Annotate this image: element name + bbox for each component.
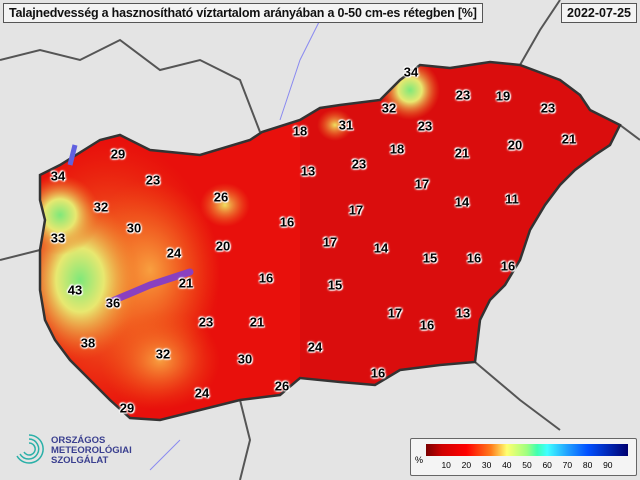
- moisture-value-label: 21: [454, 145, 470, 161]
- moisture-value-label: 29: [110, 146, 126, 162]
- moisture-value-label: 26: [213, 189, 229, 205]
- moisture-value-label: 29: [119, 400, 135, 416]
- moisture-value-label: 16: [370, 365, 386, 381]
- moisture-value-label: 15: [422, 250, 438, 266]
- legend-tick: 80: [582, 460, 593, 470]
- moisture-value-label: 18: [389, 141, 405, 157]
- moisture-value-label: 20: [215, 238, 231, 254]
- map-title: Talajnedvesség a hasznosítható víztartal…: [3, 3, 483, 23]
- moisture-value-label: 16: [466, 250, 482, 266]
- moisture-value-label: 23: [198, 314, 214, 330]
- legend-tick: 20: [461, 460, 472, 470]
- legend-tick: 50: [522, 460, 532, 470]
- map-date: 2022-07-25: [561, 3, 637, 23]
- moisture-value-label: 17: [322, 234, 338, 250]
- moisture-value-label: 38: [80, 335, 96, 351]
- moisture-value-label: 30: [237, 351, 253, 367]
- moisture-value-label: 32: [381, 100, 397, 116]
- moisture-value-label: 13: [300, 163, 316, 179]
- omsz-logo-icon: [16, 434, 44, 464]
- moisture-value-label: 24: [194, 385, 210, 401]
- lake-ferto: [67, 144, 78, 166]
- moisture-value-label: 24: [166, 245, 182, 261]
- legend-tick: 10: [441, 460, 451, 470]
- moisture-value-label: 16: [258, 270, 274, 286]
- moisture-value-label: 31: [338, 117, 354, 133]
- legend-colorbar: [426, 444, 628, 456]
- moisture-value-label: 14: [373, 240, 389, 256]
- lake-balaton: [106, 268, 194, 306]
- legend-tick: 40: [502, 460, 512, 470]
- moisture-value-label: 19: [495, 88, 511, 104]
- legend-tick: 90: [603, 460, 613, 470]
- moisture-value-label: 14: [454, 194, 470, 210]
- omsz-logo-text: ORSZÁGOS METEOROLÓGIAI SZOLGÁLAT: [51, 435, 132, 466]
- moisture-value-label: 23: [417, 118, 433, 134]
- moisture-value-label: 43: [67, 282, 83, 298]
- moisture-value-label: 32: [155, 346, 171, 362]
- legend-tick: 30: [481, 460, 492, 470]
- moisture-value-label: 21: [178, 275, 194, 291]
- moisture-value-label: 23: [351, 156, 367, 172]
- moisture-value-label: 16: [500, 258, 516, 274]
- moisture-value-label: 24: [307, 339, 323, 355]
- moisture-value-label: 23: [455, 87, 471, 103]
- moisture-value-label: 21: [249, 314, 265, 330]
- legend-tick: 60: [542, 460, 552, 470]
- moisture-value-label: 34: [50, 168, 66, 184]
- moisture-value-label: 26: [274, 378, 290, 394]
- moisture-value-label: 17: [387, 305, 403, 321]
- moisture-value-label: 36: [105, 295, 121, 311]
- moisture-value-label: 23: [145, 172, 161, 188]
- moisture-value-label: 33: [50, 230, 66, 246]
- color-legend: % 10 20 30 40 50 60 70 80 90: [410, 438, 637, 476]
- moisture-value-label: 30: [126, 220, 142, 236]
- moisture-value-label: 15: [327, 277, 343, 293]
- moisture-value-label: 21: [561, 131, 577, 147]
- moisture-value-label: 11: [505, 191, 519, 207]
- moisture-value-label: 18: [292, 123, 308, 139]
- moisture-value-label: 16: [419, 317, 435, 333]
- moisture-value-label: 23: [540, 100, 556, 116]
- moisture-value-label: 34: [403, 64, 419, 80]
- moisture-value-label: 16: [279, 214, 295, 230]
- moisture-value-label: 17: [414, 176, 430, 192]
- moisture-value-label: 17: [348, 202, 364, 218]
- moisture-value-label: 13: [455, 305, 471, 321]
- moisture-value-label: 20: [507, 137, 523, 153]
- legend-unit: %: [415, 455, 424, 465]
- legend-tick: 70: [562, 460, 573, 470]
- moisture-value-label: 32: [93, 199, 109, 215]
